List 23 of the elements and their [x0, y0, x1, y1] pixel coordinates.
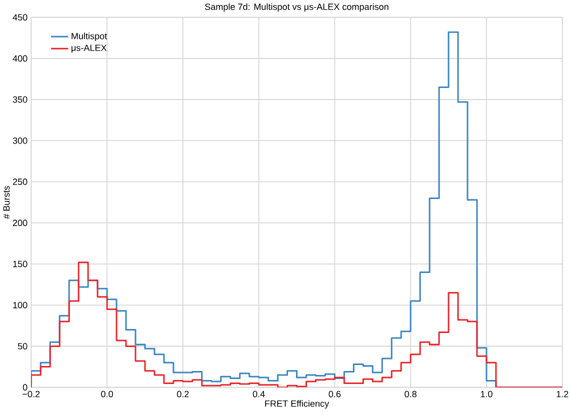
x-tick-label: 1.2 [556, 390, 568, 398]
y-tick-label: 400 [12, 55, 28, 62]
y-tick-label: 100 [13, 302, 28, 308]
x-axis-title: FRET Efficiency [265, 400, 330, 409]
x-tick-label: 0.2 [176, 390, 189, 398]
legend-label: Multispot [72, 32, 108, 42]
x-tick-label: −0.2 [22, 390, 40, 398]
x-tick-label: 0.6 [328, 390, 341, 398]
y-tick-label: 450 [12, 14, 28, 21]
y-axis-title: # Bursts [3, 186, 10, 219]
chart-title: Sample 7d: Multispot vs μs-ALEX comparison [205, 3, 388, 12]
y-tick-label: 350 [12, 96, 28, 103]
y-tick-label: 50 [18, 343, 28, 350]
x-tick-label: 1.0 [480, 390, 492, 398]
x-tick-label: 0.8 [404, 390, 416, 398]
legend-label: μs-ALEX [72, 44, 107, 53]
y-tick-label: 300 [12, 137, 28, 144]
y-tick-label: 0 [22, 384, 28, 391]
y-tick-label: 150 [13, 260, 28, 268]
y-tick-label: 250 [12, 178, 28, 186]
x-tick-label: 0.0 [101, 390, 113, 398]
x-tick-label: 0.4 [252, 390, 265, 398]
y-tick-label: 200 [12, 220, 28, 226]
